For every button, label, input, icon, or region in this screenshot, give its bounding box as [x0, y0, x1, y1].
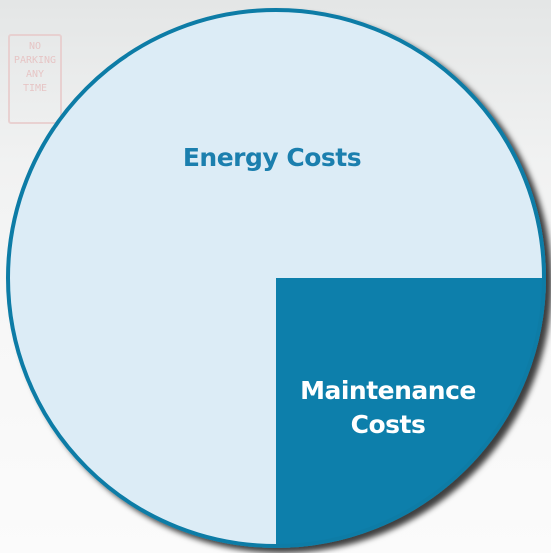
chart — [0, 0, 551, 553]
slice-label: Energy Costs — [142, 141, 402, 175]
pie — [8, 10, 544, 546]
slice-label: Maintenance Costs — [298, 374, 478, 442]
page: NOPARKINGANYTIME Energy CostsMaintenance… — [0, 0, 551, 553]
